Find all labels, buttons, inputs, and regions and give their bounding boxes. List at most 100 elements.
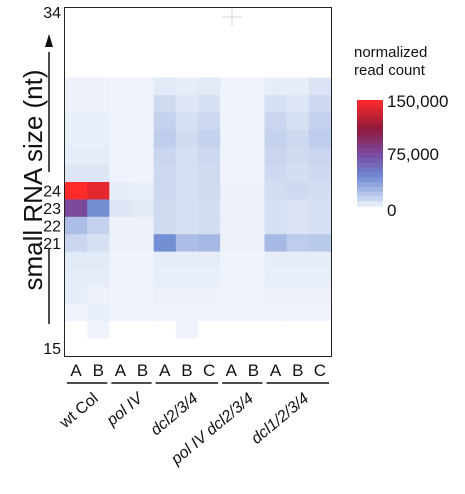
legend-color-band: [357, 119, 383, 125]
heatmap-cell: [87, 182, 110, 200]
heatmap-cell: [87, 42, 110, 61]
heatmap-cell: [109, 60, 133, 79]
heatmap-cell: [198, 234, 221, 253]
heatmap-cell: [175, 8, 199, 26]
heatmap-cell: [242, 251, 266, 270]
heatmap-cell: [153, 164, 177, 183]
heatmap-cell: [131, 321, 155, 340]
plot-border: [64, 7, 332, 357]
legend-color-band: [357, 181, 383, 188]
heatmap-cell: [198, 303, 221, 322]
heatmap-cell: [264, 199, 288, 218]
heatmap-cell: [264, 303, 288, 322]
group-label: dcl1/2/3/4: [248, 390, 312, 448]
heatmap-cell: [242, 25, 266, 44]
heatmap-cell: [198, 95, 221, 113]
heatmap-cell: [264, 216, 288, 235]
heatmap-cell: [308, 338, 332, 357]
heatmap-cell: [308, 147, 332, 166]
heatmap-cell: [308, 303, 332, 322]
heatmap-cell: [109, 321, 133, 340]
heatmap-cell: [87, 286, 110, 305]
heatmap-cell: [65, 42, 88, 61]
heatmap-cell: [220, 147, 243, 166]
heatmap-cell: [308, 234, 332, 253]
heatmap-cell: [109, 164, 133, 183]
column-label: B: [181, 361, 192, 380]
heatmap-cell: [65, 269, 88, 287]
heatmap-cell: [264, 286, 288, 305]
heatmap-cell: [175, 129, 199, 148]
y-axis-arrow: [45, 34, 53, 324]
heatmap-cell: [220, 77, 243, 96]
heatmap-cell: [131, 251, 155, 270]
heatmap-cell: [308, 42, 332, 61]
heatmap-cell: [220, 129, 243, 148]
heatmap-cell: [109, 8, 133, 26]
heatmap-cell: [264, 338, 288, 357]
heatmap-cell: [109, 251, 133, 270]
heatmap-cell: [264, 95, 288, 113]
heatmap-cell: [65, 147, 88, 166]
legend-tick-label: 150,000: [387, 92, 448, 111]
legend-color-band: [357, 138, 383, 144]
heatmap-cell: [286, 251, 310, 270]
column-label: B: [248, 361, 259, 380]
heatmap-cell: [109, 216, 133, 235]
heatmap-cell: [220, 95, 243, 113]
heatmap-cell: [220, 286, 243, 305]
heatmap-cell: [109, 234, 133, 253]
heatmap-cell: [264, 42, 288, 61]
column-label: B: [292, 361, 303, 380]
heatmap-cell: [242, 286, 266, 305]
heatmap-cell: [153, 112, 177, 131]
legend-color-band: [357, 172, 383, 178]
heatmap-cell: [198, 338, 221, 357]
heatmap-cell: [175, 251, 199, 270]
heatmap-cell: [308, 321, 332, 340]
heatmap-cell: [65, 129, 88, 148]
heatmap-cell: [220, 303, 243, 322]
heatmap-cell: [87, 234, 110, 253]
heatmap-cell: [220, 269, 243, 287]
heatmap-cell: [109, 147, 133, 166]
group-label: dcl2/3/4: [148, 390, 202, 439]
heatmap-cell: [286, 338, 310, 357]
heatmap-cell: [198, 182, 221, 200]
heatmap-cell: [65, 303, 88, 322]
legend-tick-label: 0: [387, 201, 396, 220]
heatmap-cell: [264, 234, 288, 253]
heatmap-cell: [131, 234, 155, 253]
legend-color-band: [357, 153, 383, 159]
legend-color-band: [357, 162, 383, 169]
heatmap-cell: [286, 164, 310, 183]
legend-color-band: [357, 100, 383, 106]
heatmap-cell: [242, 112, 266, 131]
heatmap-cell: [65, 77, 88, 96]
heatmap-cell: [109, 25, 133, 44]
heatmap-cell: [175, 286, 199, 305]
heatmap-cell: [175, 199, 199, 218]
heatmap-cell: [198, 216, 221, 235]
heatmap-cell: [131, 164, 155, 183]
heatmap-cell: [308, 8, 332, 26]
legend-color-band: [357, 128, 383, 135]
heatmap-cell: [264, 251, 288, 270]
heatmap-cell: [109, 95, 133, 113]
heatmap-cell: [198, 42, 221, 61]
heatmap-cell: [109, 112, 133, 131]
heatmap-cell: [242, 60, 266, 79]
heatmap-cell: [87, 147, 110, 166]
heatmap-cell: [264, 129, 288, 148]
legend-color-band: [357, 186, 383, 193]
heatmap-cell: [242, 42, 266, 61]
heatmap-cell: [242, 338, 266, 357]
heatmap-cell: [198, 147, 221, 166]
heatmap-cell: [198, 269, 221, 287]
heatmap-cell: [198, 129, 221, 148]
legend-color-band: [357, 133, 383, 140]
heatmap-cell: [242, 95, 266, 113]
heatmap-cell: [65, 8, 88, 26]
